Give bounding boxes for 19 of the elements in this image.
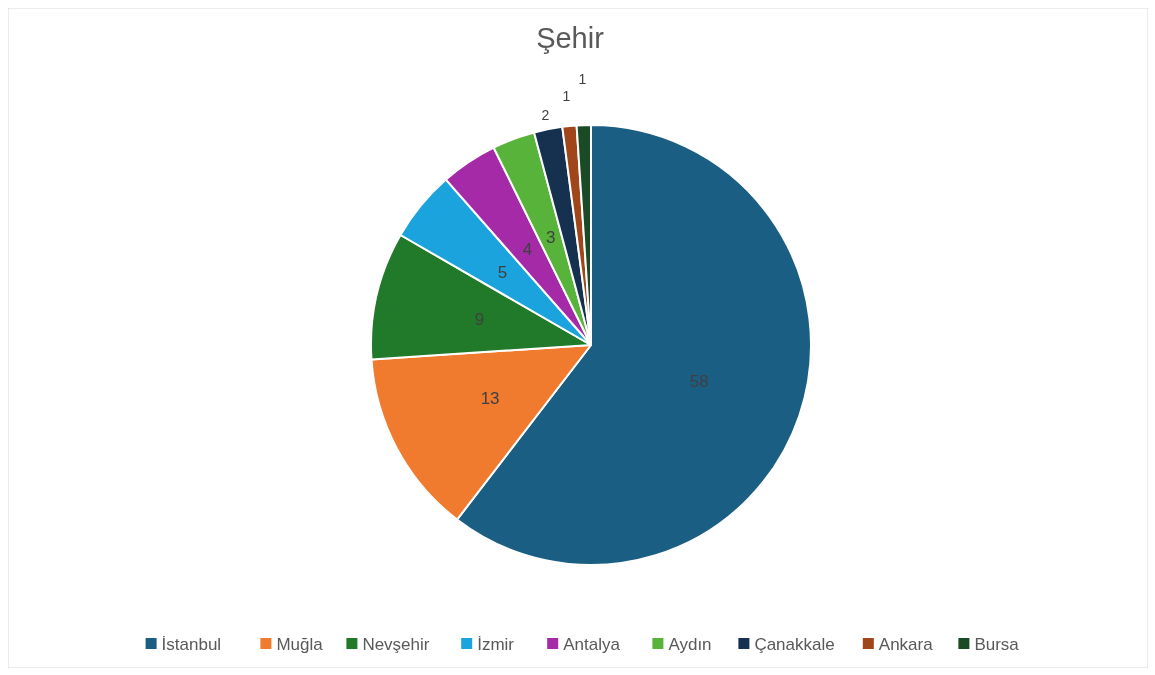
legend-label: Nevşehir <box>362 634 430 654</box>
data-label: 1 <box>578 71 587 88</box>
data-label: 3 <box>545 228 556 248</box>
legend-label: Çanakkale <box>754 634 835 654</box>
legend-label: Bursa <box>974 634 1020 654</box>
legend-label: Ankara <box>878 634 934 654</box>
chart-title: Şehir <box>536 22 605 54</box>
legend-label: İzmir <box>477 634 515 654</box>
legend-label: İstanbul <box>161 634 222 654</box>
data-label: 4 <box>522 240 533 260</box>
data-label: 2 <box>541 107 550 124</box>
data-label: 58 <box>689 372 709 392</box>
data-label: 1 <box>562 88 571 105</box>
legend-label: Antalya <box>563 634 621 654</box>
legend-label: Aydın <box>668 634 712 654</box>
data-label: 5 <box>497 262 508 282</box>
legend-label: Muğla <box>276 634 324 654</box>
data-label: 9 <box>474 309 485 329</box>
data-label: 13 <box>480 389 500 409</box>
